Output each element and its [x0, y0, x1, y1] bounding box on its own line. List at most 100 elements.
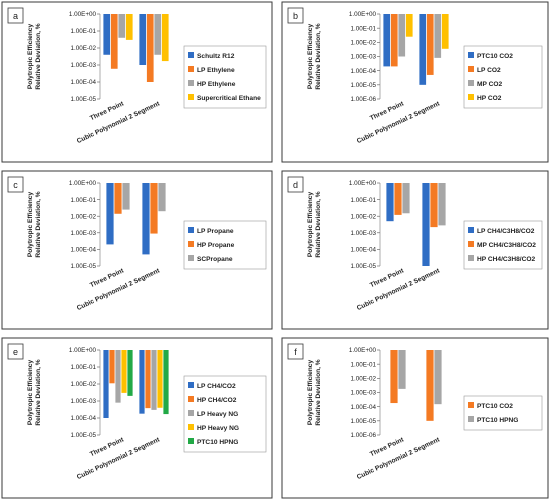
legend-label: LP CH4/CO2	[197, 383, 236, 390]
legend-swatch	[468, 241, 474, 247]
bar	[161, 14, 169, 62]
legend-label: MP CO2	[477, 81, 502, 88]
y-tick-label: 1.00E-06	[350, 96, 376, 103]
bar	[434, 350, 442, 405]
y-tick-label: 1.00E-02	[350, 40, 376, 47]
chart-panel-a: a Polytropic EfficiencyRelative Deviation…	[1, 1, 273, 163]
y-tick-label: 1.00E+00	[349, 11, 377, 18]
y-tick-label: 1.00E-04	[70, 79, 96, 86]
bar	[125, 14, 133, 40]
legend-swatch	[188, 396, 194, 402]
bar	[157, 350, 163, 408]
legend-label: HP CO2	[477, 95, 502, 102]
panel-label: d	[293, 180, 298, 190]
legend-swatch	[188, 94, 194, 100]
bar	[426, 14, 434, 75]
legend-box	[183, 45, 267, 109]
bar	[398, 350, 406, 389]
y-tick-label: 1.00E-05	[70, 96, 96, 103]
bar	[103, 14, 111, 55]
bar	[402, 183, 410, 214]
bar	[114, 183, 122, 214]
bar	[109, 350, 115, 384]
y-tick-label: 1.00E-04	[70, 247, 96, 254]
legend-swatch	[188, 382, 194, 388]
y-axis-label-line: Relative Deviation, %	[35, 359, 42, 425]
y-tick-label: 1.00E+00	[69, 347, 97, 354]
bar	[430, 183, 438, 228]
legend-swatch	[468, 227, 474, 233]
panel-label: b	[293, 11, 298, 21]
y-axis-label-line: Polytropic Efficiency	[27, 192, 34, 258]
bar	[163, 350, 169, 415]
legend-swatch	[188, 80, 194, 86]
bar	[158, 183, 166, 212]
legend-swatch	[188, 227, 194, 233]
legend-swatch	[188, 52, 194, 58]
y-tick-label: 1.00E-01	[70, 28, 96, 35]
bar	[390, 350, 398, 404]
chart-panel-e: e Polytropic EfficiencyRelative Deviation…	[1, 337, 273, 499]
y-tick-label: 1.00E-02	[350, 376, 376, 383]
y-axis-label-line: Relative Deviation, %	[35, 23, 42, 89]
legend-label: LP CO2	[477, 67, 501, 74]
legend-swatch	[188, 438, 194, 444]
y-tick-label: 1.00E-05	[70, 432, 96, 439]
y-tick-label: 1.00E-06	[350, 432, 376, 439]
panel-label: c	[13, 180, 18, 190]
bar	[151, 350, 157, 410]
bar	[434, 14, 442, 58]
legend-label: Supercritical Ethane	[197, 95, 261, 102]
bar	[438, 183, 446, 226]
legend-swatch	[468, 255, 474, 261]
bar	[115, 350, 121, 403]
panel-frame	[281, 170, 549, 330]
y-tick-label: 1.00E-01	[350, 197, 376, 204]
panel-label: e	[13, 347, 18, 357]
y-tick-label: 1.00E-02	[350, 213, 376, 220]
y-tick-label: 1.00E+00	[69, 180, 97, 187]
legend-swatch	[188, 241, 194, 247]
y-tick-label: 1.00E-02	[70, 45, 96, 52]
y-axis-label: Polytropic EfficiencyRelative Deviation,…	[27, 191, 42, 257]
bar	[383, 14, 391, 67]
legend-label: LP CH4/C3H8/CO2	[477, 228, 535, 235]
y-tick-label: 1.00E-04	[350, 68, 376, 75]
y-axis-label-line: Polytropic Efficiency	[307, 24, 314, 90]
bar	[426, 350, 434, 421]
panel-label-box	[287, 176, 304, 193]
y-tick-label: 1.00E-02	[70, 381, 96, 388]
y-tick-label: 1.00E-05	[70, 263, 96, 270]
chart-panel-d: d Polytropic EfficiencyRelative Deviation…	[281, 170, 549, 330]
legend-label: LP Propane	[197, 228, 234, 235]
y-axis-label: Polytropic EfficiencyRelative Deviation,…	[27, 23, 42, 89]
y-axis-label: Polytropic EfficiencyRelative Deviation,…	[27, 359, 42, 425]
bar	[150, 183, 158, 234]
chart-panel-b: b Polytropic EfficiencyRelative Deviation…	[281, 1, 549, 163]
y-tick-label: 1.00E-04	[350, 247, 376, 254]
y-axis-label-line: Polytropic Efficiency	[27, 24, 34, 90]
y-tick-label: 1.00E-02	[70, 213, 96, 220]
y-axis-label: Polytropic EfficiencyRelative Deviation,…	[307, 23, 322, 89]
y-axis-label-line: Relative Deviation, %	[315, 191, 322, 257]
bar	[145, 350, 151, 409]
legend-box	[463, 45, 543, 109]
y-axis-label-line: Polytropic Efficiency	[307, 360, 314, 426]
panel-label-box	[287, 343, 304, 360]
legend-label: PTC10 HPNG	[477, 417, 518, 424]
y-tick-label: 1.00E-03	[70, 62, 96, 69]
y-tick-label: 1.00E+00	[69, 11, 97, 18]
bar	[405, 14, 413, 37]
y-axis-label-line: Polytropic Efficiency	[307, 192, 314, 258]
legend-label: LP Heavy NG	[197, 411, 238, 418]
bar	[398, 14, 406, 57]
y-axis-label-line: Relative Deviation, %	[315, 359, 322, 425]
y-tick-label: 1.00E-03	[70, 398, 96, 405]
bar	[142, 183, 150, 255]
y-tick-label: 1.00E-01	[70, 197, 96, 204]
legend-swatch	[468, 94, 474, 100]
y-tick-label: 1.00E+00	[349, 180, 377, 187]
y-axis-label: Polytropic EfficiencyRelative Deviation,…	[307, 191, 322, 257]
legend-label: HP Ethylene	[197, 81, 236, 88]
